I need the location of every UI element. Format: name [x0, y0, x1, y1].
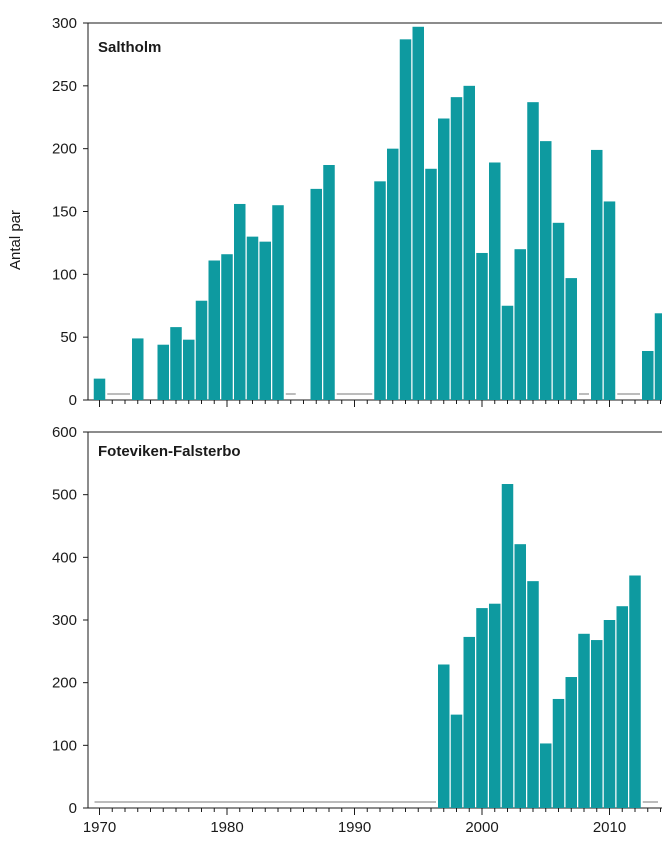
y-tick-label: 300: [52, 612, 77, 629]
bar-foteviken-2007: [565, 677, 577, 808]
bar-saltholm-1978: [195, 300, 208, 400]
bar-foteviken-1999: [463, 636, 475, 808]
x-tick-label: 1990: [338, 819, 371, 836]
y-tick-label: 0: [69, 392, 77, 409]
bar-saltholm-1973: [132, 338, 144, 400]
bar-saltholm-2002: [501, 305, 514, 400]
bar-saltholm-1996: [425, 168, 437, 400]
bar-saltholm-2006: [552, 222, 565, 400]
y-tick-label: 250: [52, 78, 77, 95]
bar-saltholm-1992: [374, 181, 386, 400]
bar-saltholm-2013: [642, 350, 654, 400]
bar-saltholm-1980: [221, 254, 233, 400]
y-tick-label: 600: [52, 424, 77, 441]
panel-title-foteviken-falsterbo: Foteviken-Falsterbo: [98, 443, 241, 460]
bar-saltholm-2004: [527, 102, 539, 401]
x-tick-label: 2000: [465, 819, 498, 836]
bar-saltholm-1981: [234, 203, 246, 400]
bar-saltholm-1994: [399, 39, 412, 400]
bar-saltholm-1970: [93, 378, 106, 400]
y-axis-label: Antal par: [7, 210, 24, 270]
bar-foteviken-2012: [629, 575, 641, 808]
x-tick-label: 1970: [83, 819, 116, 836]
y-tick-label: 200: [52, 141, 77, 158]
bar-foteviken-2008: [578, 633, 590, 808]
bar-saltholm-1988: [323, 165, 335, 400]
bar-foteviken-2010: [603, 620, 616, 808]
panel-title-saltholm: Saltholm: [98, 39, 161, 56]
y-tick-label: 100: [52, 266, 77, 283]
bar-saltholm-2014: [654, 313, 662, 400]
x-tick-label: 2010: [593, 819, 626, 836]
bar-saltholm-2003: [514, 249, 526, 400]
bar-saltholm-1993: [387, 148, 399, 400]
y-tick-label: 300: [52, 15, 77, 32]
bar-saltholm-2007: [565, 278, 577, 400]
bar-saltholm-2005: [540, 141, 552, 401]
y-tick-label: 400: [52, 549, 77, 566]
bar-saltholm-1982: [246, 236, 259, 400]
bar-foteviken-2001: [489, 603, 501, 808]
bar-saltholm-1983: [259, 241, 271, 400]
bar-saltholm-2000: [476, 252, 488, 400]
bar-foteviken-2004: [527, 581, 539, 808]
bar-saltholm-1975: [157, 344, 169, 400]
bar-foteviken-1997: [438, 664, 450, 808]
bar-foteviken-2003: [514, 544, 526, 808]
y-tick-label: 50: [60, 329, 77, 346]
y-tick-label: 0: [69, 800, 77, 817]
y-tick-label: 100: [52, 737, 77, 754]
bar-foteviken-2000: [476, 608, 488, 808]
y-tick-label: 500: [52, 487, 77, 504]
bar-saltholm-2009: [591, 149, 603, 400]
bar-foteviken-2009: [591, 640, 603, 808]
bar-saltholm-1977: [183, 339, 195, 400]
bar-saltholm-1976: [170, 327, 182, 400]
bar-saltholm-2001: [489, 162, 501, 400]
bar-saltholm-1998: [450, 97, 463, 400]
bar-foteviken-2005: [540, 743, 552, 808]
y-tick-label: 200: [52, 675, 77, 692]
x-tick-label: 1980: [210, 819, 243, 836]
bar-saltholm-1999: [463, 85, 475, 400]
bar-foteviken-1998: [450, 714, 463, 808]
bar-saltholm-1979: [208, 260, 220, 400]
bar-saltholm-2010: [603, 201, 616, 400]
bar-saltholm-1997: [438, 118, 450, 401]
bar-foteviken-2006: [552, 698, 565, 808]
y-tick-label: 150: [52, 204, 77, 221]
bar-foteviken-2011: [616, 606, 628, 808]
bar-saltholm-1984: [272, 205, 284, 400]
panel-foteviken-falsterbo: Foteviken-Falsterbo 0 100 200 300 400 500 600 1…: [52, 424, 662, 836]
panel-saltholm: Saltholm 0 50 100 150 200 250 300: [52, 15, 662, 409]
bar-saltholm-1987: [310, 188, 322, 400]
bar-foteviken-2002: [501, 484, 514, 808]
bar-saltholm-1995: [412, 26, 424, 401]
